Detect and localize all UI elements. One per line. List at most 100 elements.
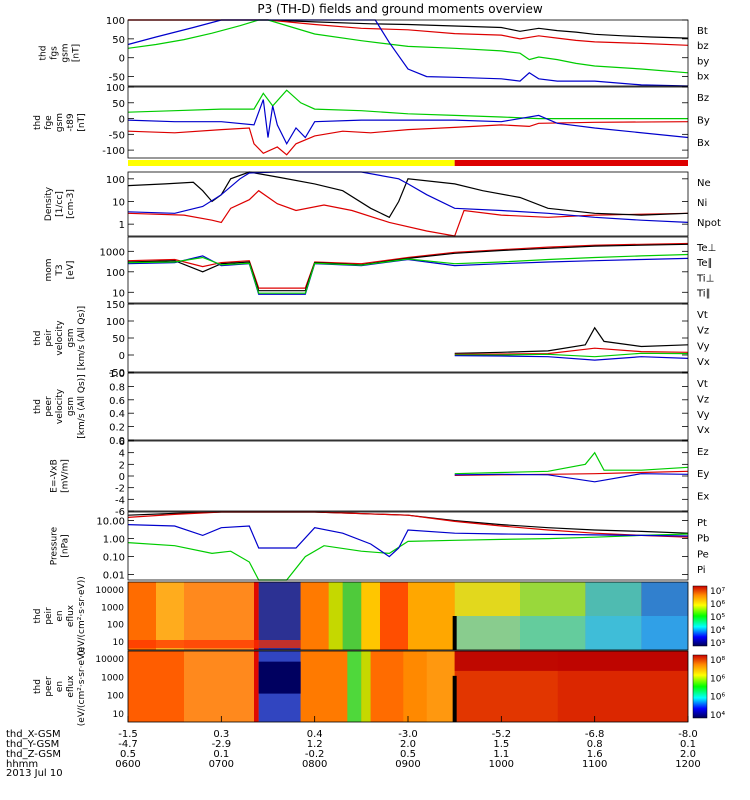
- spectrogram-band: [370, 651, 404, 722]
- y-tick-label: -100: [102, 146, 125, 157]
- spectrogram-band: [408, 582, 455, 650]
- y-tick-label: 10: [113, 710, 125, 720]
- legend-Bz: Bz: [697, 93, 709, 104]
- spectrogram-band: [300, 651, 348, 722]
- legend-Ne: Ne: [697, 178, 711, 189]
- x-axis-value: 1.1: [493, 749, 509, 760]
- colorbar: [692, 585, 708, 647]
- ylabel-line: gsm: [55, 113, 65, 132]
- series-Ne: [127, 189, 689, 237]
- series-by: [127, 19, 689, 74]
- y-tick-label: 0.4: [109, 409, 125, 420]
- ylabel-line: en: [55, 681, 65, 692]
- x-axis-value: 1.5: [493, 739, 509, 750]
- spectrogram-band: [361, 651, 371, 722]
- y-tick-label: 100: [106, 16, 125, 27]
- spectrogram-band: [128, 640, 301, 648]
- series-Npot: [127, 171, 689, 223]
- ylabel-line: [km/s (All Qs)]: [77, 374, 87, 438]
- ylabel-line: [cm-3]: [66, 189, 76, 219]
- y-tick-label: 0: [119, 351, 125, 362]
- y-tick-label: 1.0: [109, 369, 125, 380]
- panel-peir-velocity: thd peir velocity gsm [km/s (All Qs)] 150 100 5…: [33, 300, 710, 379]
- panel-frame: [127, 86, 689, 159]
- ylabel-line: [nPa]: [61, 534, 71, 557]
- ylabel-line: E=-VxB: [50, 459, 60, 493]
- x-axis-value: 0.3: [213, 729, 229, 740]
- x-axis-value: 0.1: [213, 749, 229, 760]
- ylabel-line: [nT]: [72, 44, 82, 62]
- ylabel-line: gsm: [61, 43, 71, 62]
- data-gap-marker: [452, 616, 457, 650]
- legend-Ti⊥: Ti⊥: [696, 273, 714, 284]
- y-tick-label: 0.10: [103, 553, 125, 564]
- ylabel-line: gsm: [66, 397, 76, 416]
- y-tick-label: 50: [112, 99, 125, 110]
- ylabel-line: en: [55, 610, 65, 621]
- panel-peer-spectrogram: thd peer en eflux (eV/(cm²·s·sr·eV)) 10⁸ 10⁶ 10…: [33, 647, 725, 726]
- legend-Pb: Pb: [697, 534, 709, 545]
- y-tick-label: 50: [112, 35, 125, 46]
- y-tick-label: 10000: [95, 586, 124, 596]
- ylabel-line: (eV/(cm²·s·sr·eV)): [77, 576, 87, 655]
- series-Ni: [127, 171, 689, 219]
- y-tick-label: 100: [106, 175, 125, 186]
- x-axis-value: 0600: [115, 759, 140, 770]
- colorbar-tick: 10⁶: [710, 693, 725, 703]
- ylabel-line: -t89: [66, 113, 76, 132]
- spectrogram-band: [426, 651, 455, 722]
- legend-Te⊥: Te⊥: [696, 243, 716, 254]
- ylabel-line: thd: [33, 609, 43, 624]
- legend-Te∥: Te∥: [696, 258, 713, 269]
- series-By: [127, 89, 688, 120]
- legend-Bx: Bx: [697, 138, 710, 149]
- x-axis-value: 1200: [675, 759, 700, 770]
- colorbar-tick: 10⁷: [710, 587, 725, 597]
- legend-Vt: Vt: [697, 379, 708, 390]
- series-Ey: [454, 451, 689, 475]
- spectrogram-band: [347, 651, 362, 722]
- x-axis-row-label: thd_Z-GSM: [6, 749, 61, 760]
- ylabel-line: [km/s (All Qs)]: [77, 306, 87, 370]
- spectrogram-band: [454, 651, 688, 671]
- spectrogram-band: [254, 651, 259, 722]
- ylabel-line: eflux: [66, 675, 76, 698]
- ylabel-line: [mV/m]: [61, 459, 71, 493]
- y-tick-label: 0: [119, 115, 125, 126]
- ylabel-line: [eV]: [66, 261, 76, 280]
- series-Bz: [127, 121, 689, 156]
- series-Vt: [454, 326, 689, 354]
- legend-by: by: [697, 56, 709, 67]
- panel-fge-t89: thd fge gsm -t89 [nT] 100 50 0 -50 -100 Bz By Bx: [33, 83, 710, 166]
- ylabel-line: peer: [44, 676, 54, 697]
- legend-Ey: Ey: [697, 469, 709, 480]
- series-Vy: [454, 352, 689, 358]
- legend-By: By: [697, 116, 710, 127]
- y-tick-label: 0.2: [109, 423, 125, 434]
- y-tick-label: 10: [112, 288, 125, 299]
- y-tick-label: 6: [119, 437, 125, 448]
- ylabel-line: velocity: [55, 388, 65, 424]
- x-axis-value: 2.0: [400, 739, 416, 750]
- colorbar-tick: 10⁴: [710, 711, 725, 721]
- data-gap-marker: [452, 675, 457, 722]
- ylabel-line: thd: [33, 115, 43, 130]
- y-tick-label: 0: [119, 54, 125, 65]
- spectrogram-peer-spectrogram: [128, 651, 688, 722]
- ylabel-line: Pressure: [50, 526, 60, 565]
- panel-frame: [127, 19, 689, 87]
- spectrogram-band: [403, 651, 427, 722]
- x-axis-row-label: thd_Y-GSM: [6, 739, 59, 750]
- y-tick-label: -2: [115, 484, 125, 495]
- x-axis-value: -0.2: [305, 749, 325, 760]
- ylabel-line: thd: [33, 679, 43, 694]
- colorbar-tick: 10⁸: [710, 656, 725, 666]
- panel-frame: [127, 511, 689, 581]
- x-axis-value: 1000: [489, 759, 514, 770]
- legend-Vy: Vy: [697, 341, 710, 352]
- panel-frame: [127, 236, 689, 304]
- ylabel-line: [1/cc]: [55, 191, 65, 217]
- y-tick-label: 0.01: [103, 571, 125, 582]
- x-axis-value: -4.7: [118, 739, 138, 750]
